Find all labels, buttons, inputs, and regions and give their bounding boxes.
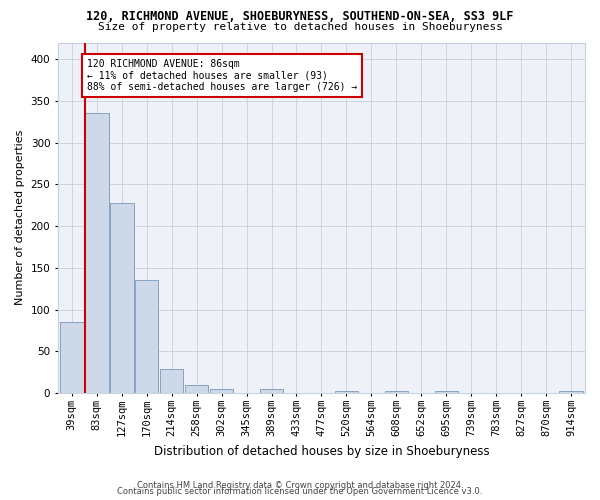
Bar bbox=[135, 280, 158, 393]
Bar bbox=[160, 369, 184, 393]
Text: Contains public sector information licensed under the Open Government Licence v3: Contains public sector information licen… bbox=[118, 488, 482, 496]
Text: Size of property relative to detached houses in Shoeburyness: Size of property relative to detached ho… bbox=[97, 22, 503, 32]
Bar bbox=[185, 385, 208, 393]
Text: 120 RICHMOND AVENUE: 86sqm
← 11% of detached houses are smaller (93)
88% of semi: 120 RICHMOND AVENUE: 86sqm ← 11% of deta… bbox=[87, 59, 358, 92]
Bar bbox=[335, 392, 358, 393]
Bar bbox=[209, 389, 233, 393]
Text: 120, RICHMOND AVENUE, SHOEBURYNESS, SOUTHEND-ON-SEA, SS3 9LF: 120, RICHMOND AVENUE, SHOEBURYNESS, SOUT… bbox=[86, 10, 514, 23]
Text: Contains HM Land Registry data © Crown copyright and database right 2024.: Contains HM Land Registry data © Crown c… bbox=[137, 481, 463, 490]
Bar bbox=[434, 390, 458, 393]
Bar bbox=[559, 392, 583, 393]
X-axis label: Distribution of detached houses by size in Shoeburyness: Distribution of detached houses by size … bbox=[154, 444, 489, 458]
Bar bbox=[60, 322, 83, 393]
Bar bbox=[385, 392, 408, 393]
Bar bbox=[85, 114, 109, 393]
Bar bbox=[110, 203, 134, 393]
Y-axis label: Number of detached properties: Number of detached properties bbox=[15, 130, 25, 306]
Bar bbox=[260, 389, 283, 393]
